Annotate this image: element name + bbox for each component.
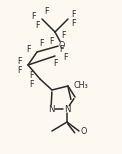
Text: F: F [17,57,21,65]
Text: F: F [50,36,54,45]
Text: F: F [62,30,66,39]
Text: F: F [72,18,76,28]
Text: F: F [39,38,43,47]
Text: F: F [44,6,48,16]
Text: F: F [35,20,39,30]
Text: F: F [29,71,33,79]
Text: O: O [81,126,87,136]
Text: F: F [29,79,33,89]
Text: F: F [17,65,21,75]
Text: F: F [63,53,67,61]
Text: F: F [60,45,64,53]
Text: F: F [31,12,35,20]
Text: F: F [54,59,58,67]
Text: CH₃: CH₃ [74,81,88,89]
Text: N: N [48,105,54,113]
Text: F: F [26,45,30,53]
Text: N: N [64,105,70,113]
Text: O: O [59,41,65,49]
Text: F: F [72,10,76,18]
